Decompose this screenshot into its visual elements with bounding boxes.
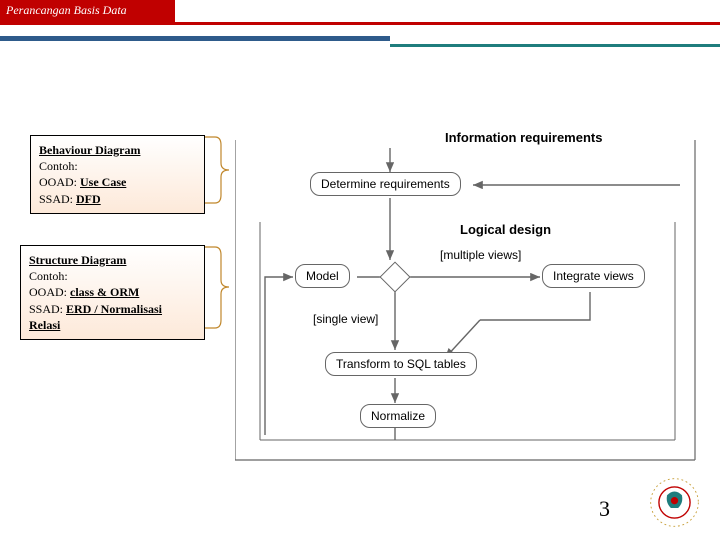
annotation-line: Contoh: (39, 158, 196, 174)
edge-label-single: [single view] (313, 312, 378, 326)
label-info-req: Information requirements (445, 130, 602, 145)
slide-title: Perancangan Basis Data (0, 0, 175, 22)
node-transform: Transform to SQL tables (325, 352, 477, 376)
annotation-structure: Structure Diagram Contoh: OOAD: class & … (20, 245, 205, 340)
annotation-title: Behaviour Diagram (39, 142, 196, 158)
divider-teal (390, 44, 720, 47)
page-number: 3 (599, 496, 610, 522)
slide-header: Perancangan Basis Data (0, 0, 720, 28)
annotation-line: OOAD: Use Case (39, 174, 196, 190)
divider-red (0, 22, 720, 25)
university-logo-icon (647, 475, 702, 530)
annotation-line: SSAD: ERD / Normalisasi Relasi (29, 301, 196, 333)
diagram-edges (235, 120, 705, 480)
annotation-title: Structure Diagram (29, 252, 196, 268)
edge-label-multiple: [multiple views] (440, 248, 521, 262)
node-normalize: Normalize (360, 404, 436, 428)
node-determine: Determine requirements (310, 172, 461, 196)
divider-blue (0, 36, 390, 41)
node-integrate: Integrate views (542, 264, 645, 288)
annotation-line: Contoh: (29, 268, 196, 284)
annotation-line: SSAD: DFD (39, 191, 196, 207)
node-model: Model (295, 264, 350, 288)
annotation-behaviour: Behaviour Diagram Contoh: OOAD: Use Case… (30, 135, 205, 214)
annotation-line: OOAD: class & ORM (29, 284, 196, 300)
label-logical-design: Logical design (460, 222, 551, 237)
flow-diagram: Information requirements Logical design … (235, 120, 705, 470)
